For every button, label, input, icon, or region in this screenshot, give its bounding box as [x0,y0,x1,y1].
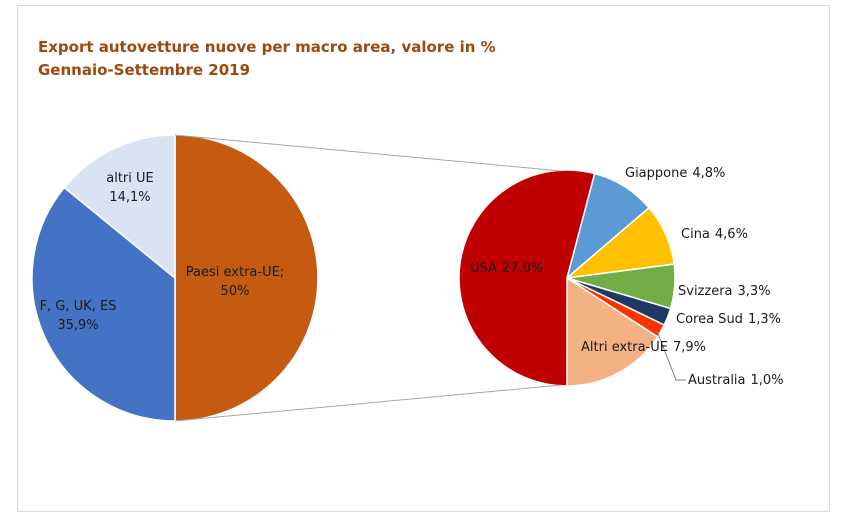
data-label: Giappone 4,8% [625,166,725,181]
label-value: 27,0% [502,261,543,276]
pie-slice [566,276,659,387]
label-category: Giappone [625,166,687,181]
label-category: altri UE [106,171,154,186]
data-label: Altri extra-UE 7,9% [581,340,706,355]
connector-line [174,384,562,422]
data-label: USA 27,0% [470,261,543,276]
label-value: 4,6% [715,227,748,242]
label-category: USA [470,261,497,276]
pie-slice [31,186,176,422]
label-value: 1,0% [751,373,784,388]
label-value: 4,8% [692,166,725,181]
pie-slice [174,134,319,422]
leader-line [656,330,686,381]
label-value: 14,1% [109,190,150,205]
data-label: Svizzera 3,3% [678,284,771,299]
label-value: 35,9% [57,318,98,333]
label-category: Australia [688,373,746,388]
data-label: Corea Sud 1,3% [676,312,781,327]
label-category: Svizzera [678,284,733,299]
label-category: Cina [681,227,710,242]
pie-slice [458,169,596,387]
label-value: 3,3% [738,284,771,299]
data-label: F, G, UK, ES 35,9% [40,299,117,333]
data-label: Cina 4,6% [681,227,748,242]
data-label: Australia 1,0% [688,373,784,388]
label-value: 50% [221,284,250,299]
label-value: 1,3% [748,312,781,327]
label-value: 7,9% [673,340,706,355]
connector-line [174,134,562,172]
label-category: Paesi extra-UE; [186,265,284,280]
label-category: Corea Sud [676,312,743,327]
data-label: altri UE 14,1% [106,171,154,205]
data-label: Paesi extra-UE; 50% [186,265,284,299]
chart-subtitle: Gennaio-Settembre 2019 [38,61,250,79]
pie-slice [63,134,176,280]
label-category: F, G, UK, ES [40,299,117,314]
label-category: Altri extra-UE [581,340,668,355]
chart-title: Export autovetture nuove per macro area,… [38,38,496,56]
